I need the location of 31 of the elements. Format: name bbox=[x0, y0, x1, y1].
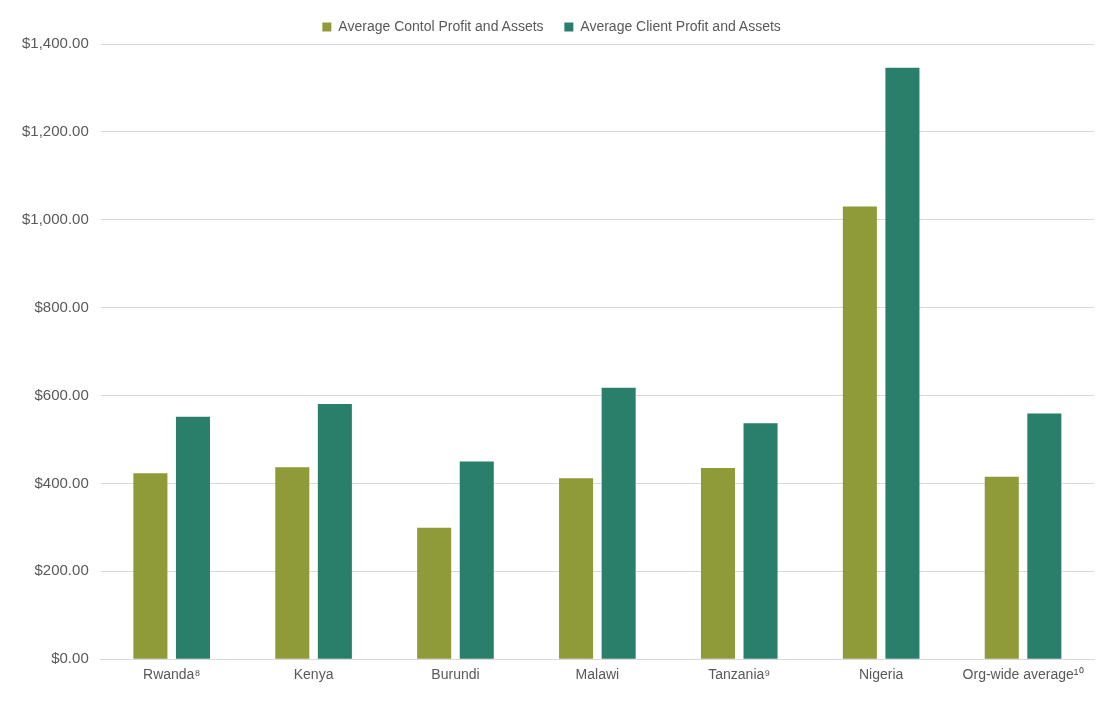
x-tick-label: Rwanda⁸ bbox=[143, 666, 201, 683]
bar bbox=[1027, 413, 1062, 659]
bar bbox=[984, 476, 1019, 659]
y-tick-label: $400.00 bbox=[34, 473, 89, 491]
y-tick-label: $1,200.00 bbox=[22, 122, 89, 140]
x-tick-label: Tanzania⁹ bbox=[708, 666, 771, 683]
bar bbox=[885, 67, 920, 659]
bar bbox=[601, 387, 636, 659]
y-tick-label: $800.00 bbox=[34, 297, 89, 315]
legend-label: Average Client Profit and Assets bbox=[580, 17, 781, 34]
y-tick-label: $200.00 bbox=[34, 561, 89, 579]
y-tick-label: $1,000.00 bbox=[22, 209, 89, 227]
x-tick-label: Org-wide average¹⁰ bbox=[962, 666, 1084, 683]
bar bbox=[317, 403, 352, 659]
x-tick-label: Nigeria bbox=[858, 666, 904, 683]
y-tick-label: $0.00 bbox=[51, 649, 89, 667]
x-tick-label: Kenya bbox=[293, 666, 334, 683]
x-tick-label: Burundi bbox=[431, 666, 480, 683]
y-tick-label: $1,400.00 bbox=[22, 34, 89, 52]
bar bbox=[133, 473, 168, 659]
bar bbox=[559, 478, 594, 659]
bar bbox=[743, 423, 778, 659]
bar bbox=[275, 467, 310, 659]
bar bbox=[700, 468, 735, 659]
x-tick-label: Malawi bbox=[575, 666, 620, 683]
legend-label: Average Contol Profit and Assets bbox=[338, 17, 544, 34]
bar bbox=[417, 527, 452, 659]
bar bbox=[842, 206, 877, 659]
bar bbox=[175, 416, 210, 659]
bar bbox=[459, 461, 494, 659]
y-tick-label: $600.00 bbox=[34, 385, 89, 403]
